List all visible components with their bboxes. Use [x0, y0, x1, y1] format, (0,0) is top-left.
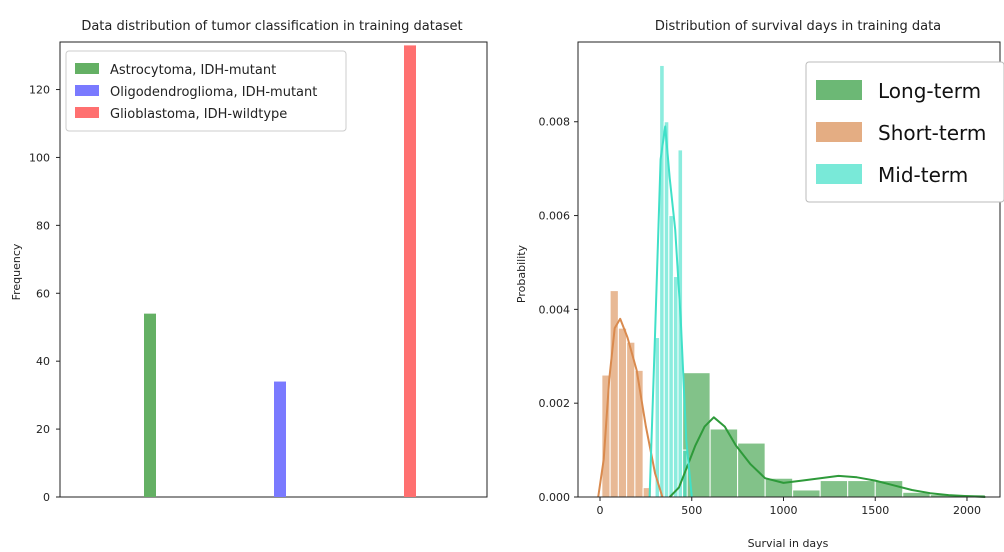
survival-legend: Long-term Short-term Mid-term — [805, 61, 1004, 203]
hist-bar — [626, 341, 636, 498]
legend-label-short-term: Short-term — [878, 121, 986, 145]
survival-x-axis-label: Survial in days — [748, 537, 829, 550]
survival-y-axis-label: Probability — [515, 244, 528, 303]
tumor-y-tick-label: 40 — [36, 355, 50, 368]
legend-swatch-astrocytoma-idh-mutant — [75, 63, 99, 74]
legend-swatch-oligodendroglioma-idh-mutant — [75, 85, 99, 96]
bar-astrocytoma-idh-mutant — [144, 313, 156, 497]
hist-bar — [874, 480, 904, 498]
survival-y-tick-label: 0.004 — [539, 303, 571, 316]
tumor-y-tick-label: 20 — [36, 423, 50, 436]
kde-long-term — [668, 416, 986, 498]
tumor-legend: Astrocytoma, IDH-mutant Oligodendroglioma… — [65, 50, 347, 132]
legend-swatch-short-term — [816, 122, 862, 142]
hist-bar — [847, 480, 876, 498]
survival-y-tick-label: 0.006 — [539, 210, 571, 223]
survival-x-tick-label: 0 — [597, 504, 604, 517]
survival-x-tick-label: 500 — [681, 504, 702, 517]
survival-plot-area: 0.000 0.002 0.004 0.006 0.008 0 500 1000 1500 200… — [539, 41, 1004, 517]
hist-bar — [792, 489, 821, 498]
tumor-y-tick-label: 0 — [43, 491, 50, 504]
legend-label-astrocytoma-idh-mutant: Astrocytoma, IDH-mutant — [110, 63, 276, 78]
survival-chart-title: Distribution of survival days in trainin… — [655, 19, 941, 34]
tumor-chart: Data distribution of tumor classificatio… — [10, 19, 488, 504]
survival-x-tick-label: 2000 — [953, 504, 981, 517]
hist-bar — [617, 327, 628, 498]
tumor-plot-area: 0 20 40 60 80 100 120 Astrocytoma, IDH-mutant Ol… — [29, 41, 488, 504]
tumor-y-tick-label: 120 — [29, 84, 50, 97]
survival-x-tick-label: 1000 — [769, 504, 797, 517]
survival-chart: Distribution of survival days in trainin… — [515, 19, 1004, 550]
hist-bar — [659, 64, 665, 498]
legend-swatch-mid-term — [816, 164, 862, 184]
legend-label-oligodendroglioma-idh-mutant: Oligodendroglioma, IDH-mutant — [110, 85, 317, 100]
hist-long-term — [682, 372, 986, 498]
tumor-y-tick-label: 80 — [36, 219, 50, 232]
hist-bar — [709, 428, 739, 498]
tumor-y-tick-label: 60 — [36, 287, 50, 300]
survival-x-tick-label: 1500 — [861, 504, 889, 517]
legend-label-mid-term: Mid-term — [878, 163, 968, 187]
hist-bar — [737, 442, 766, 498]
hist-bar — [672, 276, 679, 498]
tumor-legend-frame — [65, 50, 347, 132]
tumor-chart-title: Data distribution of tumor classificatio… — [81, 19, 462, 34]
kde-mid-term — [648, 125, 693, 498]
tumor-y-tick-label: 100 — [29, 151, 50, 164]
hist-bar — [819, 480, 849, 498]
survival-y-tick-label: 0.008 — [539, 116, 571, 129]
bar-glioblastoma-idh-wildtype — [404, 45, 416, 498]
bar-oligodendroglioma-idh-mutant — [274, 381, 286, 497]
tumor-y-axis-label: Frequency — [10, 243, 23, 300]
hist-bar — [668, 215, 674, 498]
hist-bar — [663, 121, 670, 498]
legend-label-long-term: Long-term — [878, 79, 981, 103]
legend-swatch-glioblastoma-idh-wildtype — [75, 107, 99, 118]
survival-y-tick-label: 0.002 — [539, 397, 571, 410]
legend-swatch-long-term — [816, 80, 862, 100]
survival-y-tick-label: 0.000 — [539, 491, 571, 504]
hist-bar — [609, 290, 619, 498]
legend-label-glioblastoma-idh-wildtype: Glioblastoma, IDH-wildtype — [110, 107, 287, 122]
survival-plot-frame — [577, 41, 1001, 498]
hist-mid-term — [654, 64, 688, 498]
